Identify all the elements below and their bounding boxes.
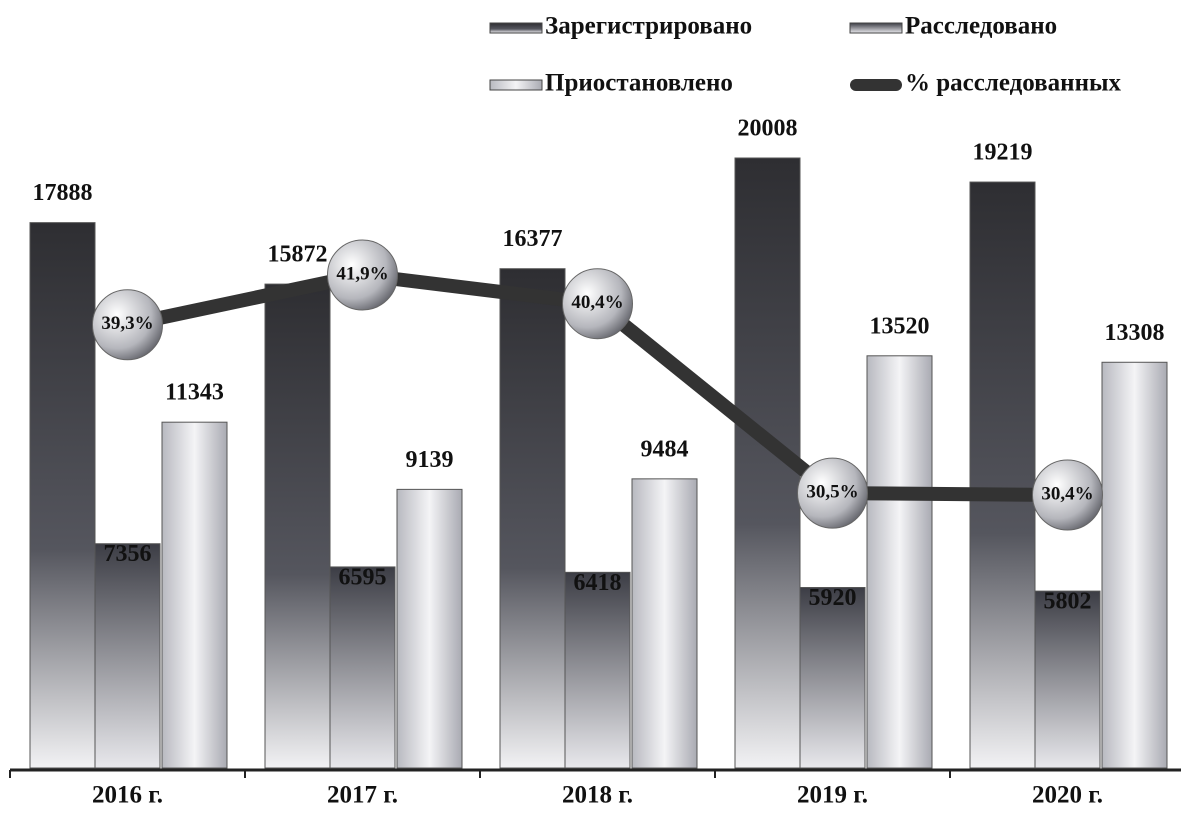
point-marker [562, 268, 633, 340]
legend-label: Приостановлено [545, 70, 733, 97]
bar [631, 478, 698, 769]
value-label: 15872 [268, 242, 328, 268]
value-label: 13308 [1105, 320, 1165, 346]
legend-swatch [850, 79, 902, 91]
value-label: 6595 [339, 564, 387, 590]
bar [1034, 590, 1101, 769]
bar [94, 543, 161, 769]
bar [564, 571, 631, 769]
bar [264, 283, 331, 769]
x-tick-label: 2020 г. [1032, 782, 1103, 809]
legend-label: Зарегистрировано [545, 13, 752, 40]
value-label: 39,3% [101, 313, 153, 334]
value-label: 6418 [574, 570, 622, 596]
legend-label: Расследовано [905, 13, 1057, 40]
legend-swatch [849, 22, 903, 34]
point-marker [327, 239, 398, 311]
value-label: 40,4% [571, 292, 623, 313]
value-label: 30,5% [806, 481, 858, 502]
value-label: 11343 [165, 380, 224, 406]
legend-swatch [489, 79, 543, 91]
bar [799, 587, 866, 769]
bar [866, 355, 933, 769]
value-label: 20008 [738, 116, 798, 142]
value-label: 13520 [870, 313, 930, 339]
bar [329, 566, 396, 769]
bar [29, 222, 96, 769]
value-label: 19219 [973, 140, 1033, 166]
legend-label: % расследованных [905, 70, 1121, 97]
value-label: 17888 [33, 180, 93, 206]
value-label: 5802 [1044, 589, 1092, 615]
x-tick-label: 2017 г. [327, 782, 398, 809]
value-label: 16377 [503, 226, 563, 252]
value-label: 9484 [641, 436, 689, 462]
bar [161, 421, 228, 769]
point-marker [797, 457, 868, 529]
bar [499, 268, 566, 769]
point-marker [1032, 459, 1103, 531]
bar [969, 181, 1036, 769]
value-label: 5920 [809, 585, 857, 611]
x-tick-label: 2018 г. [562, 782, 633, 809]
legend-swatch [489, 22, 543, 34]
bar [1101, 361, 1168, 769]
value-label: 7356 [104, 541, 152, 567]
point-marker [92, 289, 163, 361]
bar [396, 488, 463, 769]
value-label: 9139 [406, 447, 454, 473]
value-label: 41,9% [336, 263, 388, 284]
x-tick-label: 2019 г. [797, 782, 868, 809]
x-tick-label: 2016 г. [92, 782, 163, 809]
value-label: 30,4% [1041, 483, 1093, 504]
